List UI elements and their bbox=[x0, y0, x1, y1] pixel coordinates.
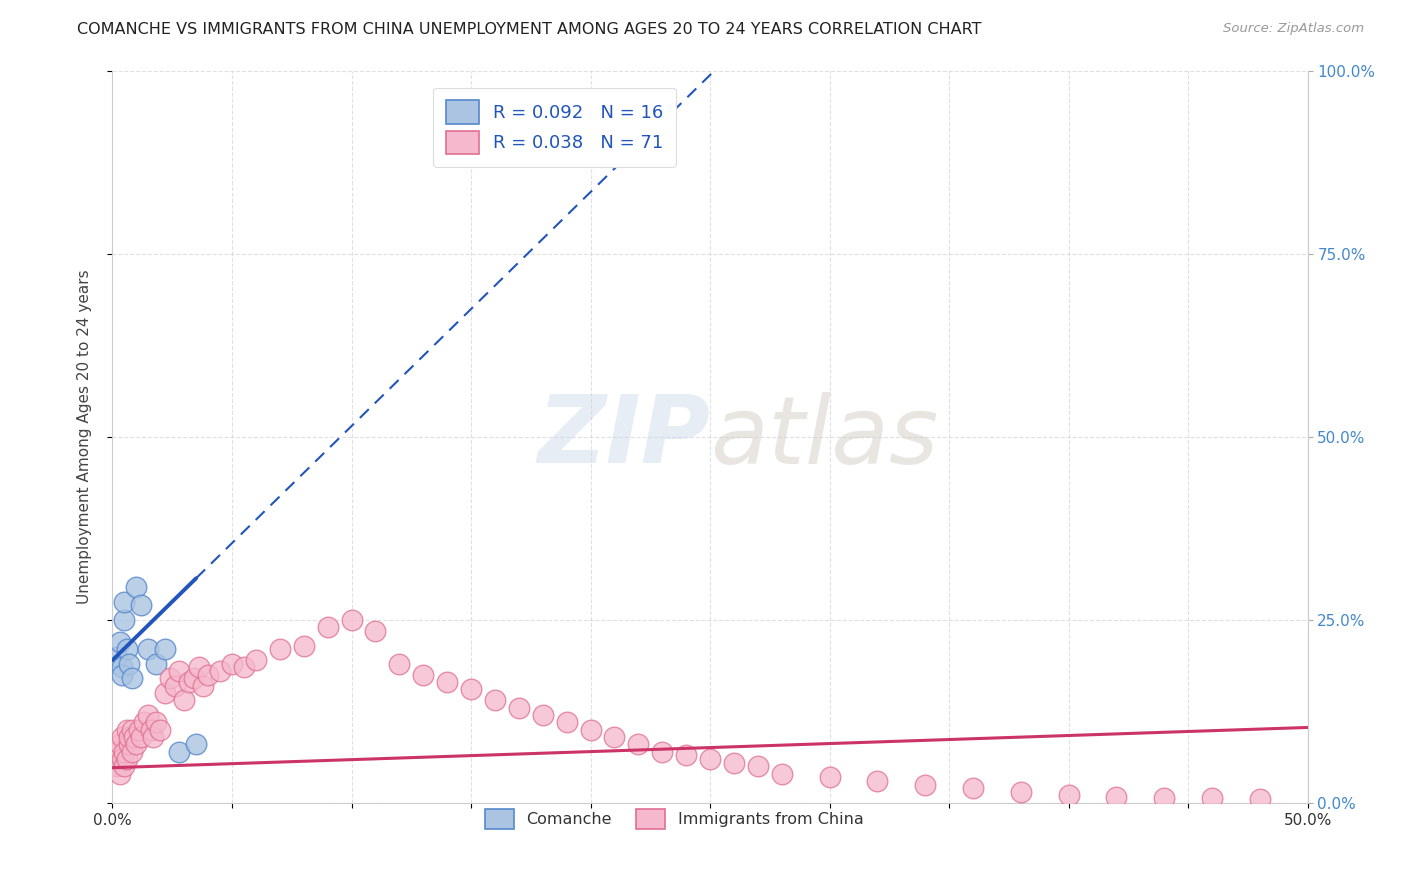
Point bbox=[105, 759, 128, 773]
Point bbox=[221, 657, 243, 671]
Point bbox=[118, 657, 141, 671]
Point bbox=[193, 679, 215, 693]
Text: Source: ZipAtlas.com: Source: ZipAtlas.com bbox=[1223, 22, 1364, 36]
Point bbox=[914, 778, 936, 792]
Point bbox=[138, 708, 160, 723]
Text: ZIP: ZIP bbox=[537, 391, 710, 483]
Point bbox=[436, 675, 458, 690]
Point bbox=[292, 639, 315, 653]
Point bbox=[122, 730, 145, 744]
Point bbox=[125, 737, 148, 751]
Point bbox=[163, 679, 186, 693]
Point bbox=[121, 672, 143, 686]
Point bbox=[770, 766, 793, 780]
Point bbox=[747, 759, 769, 773]
Point bbox=[132, 715, 155, 730]
Point bbox=[209, 664, 232, 678]
Point bbox=[118, 730, 141, 744]
Point bbox=[364, 624, 387, 638]
Point bbox=[169, 745, 191, 759]
Point bbox=[1201, 791, 1223, 805]
Point bbox=[153, 642, 176, 657]
Point bbox=[245, 653, 267, 667]
Point bbox=[129, 730, 152, 744]
Point bbox=[187, 660, 209, 674]
Point bbox=[651, 745, 673, 759]
Point bbox=[115, 752, 138, 766]
Point bbox=[177, 675, 200, 690]
Point bbox=[340, 613, 363, 627]
Point bbox=[388, 657, 411, 671]
Point bbox=[115, 723, 138, 737]
Point bbox=[115, 642, 138, 657]
Point bbox=[139, 723, 162, 737]
Point bbox=[508, 700, 530, 714]
Legend: Comanche, Immigrants from China: Comanche, Immigrants from China bbox=[478, 803, 870, 835]
Point bbox=[186, 737, 208, 751]
Point bbox=[675, 748, 697, 763]
Point bbox=[125, 580, 148, 594]
Point bbox=[104, 752, 127, 766]
Point bbox=[121, 745, 143, 759]
Point bbox=[603, 730, 626, 744]
Point bbox=[111, 667, 134, 681]
Point bbox=[1249, 792, 1271, 806]
Point bbox=[114, 745, 135, 759]
Text: atlas: atlas bbox=[710, 392, 938, 483]
Point bbox=[579, 723, 602, 737]
Point bbox=[145, 715, 167, 730]
Point bbox=[118, 737, 141, 751]
Point bbox=[108, 635, 131, 649]
Point bbox=[145, 657, 167, 671]
Point bbox=[1153, 790, 1175, 805]
Point bbox=[128, 723, 150, 737]
Y-axis label: Unemployment Among Ages 20 to 24 years: Unemployment Among Ages 20 to 24 years bbox=[77, 269, 91, 605]
Point bbox=[142, 730, 165, 744]
Point bbox=[723, 756, 745, 770]
Point bbox=[460, 682, 482, 697]
Point bbox=[699, 752, 721, 766]
Text: COMANCHE VS IMMIGRANTS FROM CHINA UNEMPLOYMENT AMONG AGES 20 TO 24 YEARS CORRELA: COMANCHE VS IMMIGRANTS FROM CHINA UNEMPL… bbox=[77, 22, 981, 37]
Point bbox=[962, 781, 984, 796]
Point bbox=[129, 599, 152, 613]
Point bbox=[269, 642, 291, 657]
Point bbox=[111, 730, 134, 744]
Point bbox=[153, 686, 176, 700]
Point bbox=[138, 642, 160, 657]
Point bbox=[412, 667, 434, 681]
Point bbox=[1057, 789, 1080, 803]
Point bbox=[866, 773, 889, 788]
Point bbox=[105, 649, 128, 664]
Point bbox=[1105, 789, 1128, 804]
Point bbox=[149, 723, 172, 737]
Point bbox=[627, 737, 650, 751]
Point bbox=[173, 693, 195, 707]
Point bbox=[484, 693, 506, 707]
Point bbox=[108, 737, 131, 751]
Point bbox=[818, 770, 841, 784]
Point bbox=[555, 715, 578, 730]
Point bbox=[316, 620, 339, 634]
Point bbox=[159, 672, 181, 686]
Point bbox=[1010, 785, 1032, 799]
Point bbox=[169, 664, 191, 678]
Point bbox=[114, 613, 135, 627]
Point bbox=[233, 660, 256, 674]
Point bbox=[105, 745, 128, 759]
Point bbox=[114, 594, 135, 608]
Point bbox=[531, 708, 554, 723]
Point bbox=[108, 766, 131, 780]
Point bbox=[111, 660, 134, 674]
Point bbox=[183, 672, 205, 686]
Point bbox=[121, 723, 143, 737]
Point bbox=[197, 667, 219, 681]
Point bbox=[114, 759, 135, 773]
Point bbox=[111, 752, 134, 766]
